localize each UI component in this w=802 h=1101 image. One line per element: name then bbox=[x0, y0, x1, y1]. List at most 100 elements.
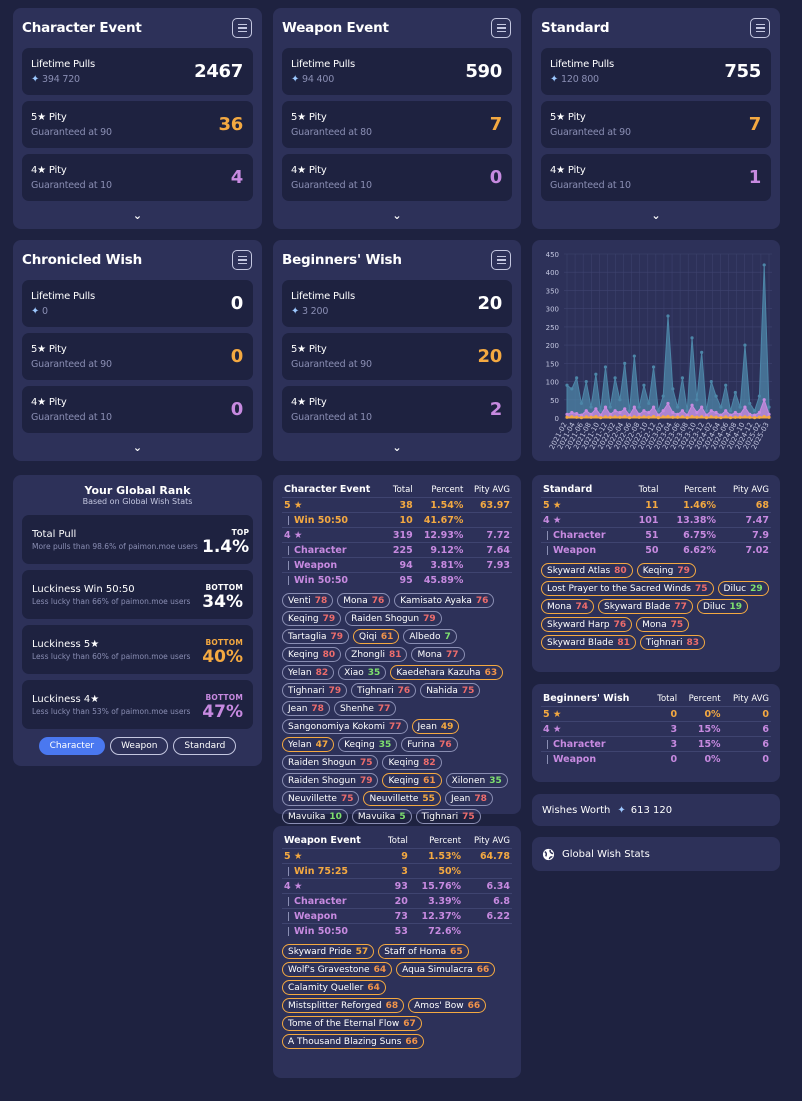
pull-chip[interactable]: Furina 76 bbox=[401, 737, 458, 752]
global-wish-stats-label: Global Wish Stats bbox=[562, 848, 650, 860]
menu-icon[interactable] bbox=[750, 18, 770, 38]
pull-chip[interactable]: Neuvillette 55 bbox=[363, 791, 441, 806]
global-wish-stats-link[interactable]: Global Wish Stats bbox=[532, 837, 780, 871]
rank-filter-weapon[interactable]: Weapon bbox=[110, 737, 169, 755]
pull-chip[interactable]: Skyward Blade 81 bbox=[541, 635, 636, 650]
pull-chip[interactable]: Amos' Bow 66 bbox=[408, 998, 487, 1013]
pull-chip[interactable]: Mavuika 5 bbox=[351, 809, 412, 824]
chip-name: Skyward Blade bbox=[547, 638, 614, 648]
chip-name: Tartaglia bbox=[288, 632, 327, 642]
pull-chip[interactable]: Venti 78 bbox=[282, 593, 334, 608]
pull-chip[interactable]: Skyward Pride 57 bbox=[282, 944, 375, 959]
pull-chip[interactable]: Xiao 35 bbox=[338, 665, 387, 680]
menu-icon[interactable] bbox=[491, 250, 511, 270]
lifetime-pulls: Lifetime Pulls ✦ 120 800 755 bbox=[541, 48, 771, 95]
menu-icon[interactable] bbox=[491, 18, 511, 38]
pull-chip[interactable]: Yelan 47 bbox=[282, 737, 335, 752]
pull-chip[interactable]: Raiden Shogun 79 bbox=[282, 773, 379, 788]
pull-chip[interactable]: Xilonen 35 bbox=[445, 773, 508, 788]
row-total: 95 bbox=[386, 572, 415, 587]
chevron-down-icon[interactable]: ⌄ bbox=[132, 209, 143, 222]
row-pity: 63.97 bbox=[465, 497, 512, 513]
pull-chip[interactable]: Tighnari 79 bbox=[282, 683, 348, 698]
chevron-down-icon[interactable]: ⌄ bbox=[132, 441, 143, 454]
pull-chip[interactable]: Diluc 29 bbox=[717, 581, 769, 596]
chevron-down-icon[interactable]: ⌄ bbox=[651, 209, 661, 222]
pull-chip[interactable]: Mona 77 bbox=[411, 647, 465, 662]
four-star-pity-label: 4★ Pity bbox=[31, 164, 67, 176]
chip-name: Raiden Shogun bbox=[288, 776, 356, 786]
pull-chip[interactable]: Keqing 79 bbox=[282, 611, 342, 626]
pull-chip[interactable]: Kaedehara Kazuha 63 bbox=[390, 665, 504, 680]
rank-tag: TOP bbox=[231, 527, 250, 537]
chip-pity: 75 bbox=[359, 758, 373, 768]
banner-card-character-event: Character Event Lifetime Pulls ✦ 394 720… bbox=[13, 8, 262, 229]
series-point-0 bbox=[618, 398, 622, 402]
pull-chip[interactable]: Calamity Queller 64 bbox=[282, 980, 386, 995]
pull-chip[interactable]: Keqing 82 bbox=[382, 755, 442, 770]
pull-chip[interactable]: Skyward Blade 77 bbox=[598, 599, 693, 614]
row-label: Weapon bbox=[282, 908, 381, 924]
row-percent: 15% bbox=[679, 736, 723, 752]
chip-pity: 10 bbox=[329, 812, 342, 822]
pull-chip[interactable]: Tome of the Eternal Flow 67 bbox=[282, 1016, 422, 1031]
chip-name: Mona bbox=[547, 602, 572, 612]
pull-chip[interactable]: Nahida 75 bbox=[420, 683, 481, 698]
series-point-1 bbox=[647, 410, 651, 415]
pull-chip[interactable]: Tighnari 83 bbox=[639, 635, 705, 650]
table-row: 5 ★ 0 0% 0 bbox=[541, 706, 771, 722]
chip-name: Skyward Blade bbox=[604, 602, 671, 612]
chip-name: Yelan bbox=[288, 740, 312, 750]
series-point-1 bbox=[748, 412, 752, 416]
pull-chip[interactable]: Keqing 80 bbox=[282, 647, 342, 662]
menu-icon[interactable] bbox=[232, 18, 252, 38]
pull-chip[interactable]: Kamisato Ayaka 76 bbox=[394, 593, 495, 608]
pull-chip[interactable]: Shenhe 77 bbox=[333, 701, 397, 716]
pull-chip[interactable]: Jean 49 bbox=[411, 719, 460, 734]
table-row: Win 50:50 53 72.6% bbox=[282, 923, 512, 938]
pull-chip[interactable]: Keqing 79 bbox=[636, 563, 696, 578]
pull-chip[interactable]: Zhongli 81 bbox=[345, 647, 408, 662]
pull-chip[interactable]: Mona 76 bbox=[337, 593, 391, 608]
pull-chip[interactable]: Keqing 35 bbox=[338, 737, 398, 752]
pull-chip[interactable]: Wolf's Gravestone 64 bbox=[282, 962, 393, 977]
pull-chip[interactable]: Aqua Simulacra 66 bbox=[396, 962, 496, 977]
pull-chip[interactable]: Tartaglia 79 bbox=[282, 629, 350, 644]
lifetime-pulls: Lifetime Pulls ✦ 94 400 590 bbox=[282, 48, 512, 95]
pull-chip[interactable]: Keqing 61 bbox=[382, 773, 442, 788]
rank-filter-character[interactable]: Character bbox=[38, 737, 106, 755]
pull-chip[interactable]: Staff of Homa 65 bbox=[378, 944, 469, 959]
row-label: 4 ★ bbox=[541, 721, 651, 737]
pull-chip[interactable]: Mavuika 10 bbox=[282, 809, 348, 824]
pull-chip[interactable]: Lost Prayer to the Sacred Winds 75 bbox=[541, 581, 714, 596]
pull-chip[interactable]: Mona 75 bbox=[636, 617, 690, 632]
rank-filter-standard[interactable]: Standard bbox=[173, 737, 237, 755]
series-point-0 bbox=[613, 376, 617, 380]
pull-chip[interactable]: Skyward Harp 76 bbox=[541, 617, 633, 632]
pull-chip[interactable]: Albedo 7 bbox=[403, 629, 457, 644]
chevron-down-icon[interactable]: ⌄ bbox=[392, 441, 402, 454]
pull-chip[interactable]: Mona 74 bbox=[541, 599, 595, 614]
y-tick-label: 150 bbox=[546, 360, 559, 368]
pull-chip[interactable]: Qiqi 61 bbox=[353, 629, 400, 644]
pull-chip[interactable]: Yelan 82 bbox=[282, 665, 335, 680]
pull-chip[interactable]: Diluc 19 bbox=[696, 599, 749, 614]
pull-chip[interactable]: A Thousand Blazing Suns 66 bbox=[282, 1034, 424, 1049]
pull-chip[interactable]: Raiden Shogun 79 bbox=[345, 611, 442, 626]
row-total: 101 bbox=[628, 512, 661, 528]
pull-chip[interactable]: Tighnari 75 bbox=[415, 809, 481, 824]
pull-chip[interactable]: Sangonomiya Kokomi 77 bbox=[282, 719, 408, 734]
series-point-0 bbox=[719, 405, 723, 409]
pull-chip[interactable]: Mistsplitter Reforged 68 bbox=[282, 998, 405, 1013]
chevron-down-icon[interactable]: ⌄ bbox=[392, 209, 402, 222]
pull-chip[interactable]: Tighnari 76 bbox=[351, 683, 417, 698]
pull-chip[interactable]: Skyward Atlas 80 bbox=[541, 563, 633, 578]
chip-name: Diluc bbox=[723, 584, 747, 594]
pull-chip[interactable]: Neuvillette 75 bbox=[282, 791, 360, 806]
pull-chip[interactable]: Jean 78 bbox=[282, 701, 330, 716]
pull-chip[interactable]: Jean 78 bbox=[444, 791, 493, 806]
five-star-pity-value: 7 bbox=[748, 114, 762, 135]
row-label: Weapon bbox=[541, 751, 651, 766]
pull-chip[interactable]: Raiden Shogun 75 bbox=[282, 755, 379, 770]
menu-icon[interactable] bbox=[232, 250, 252, 270]
